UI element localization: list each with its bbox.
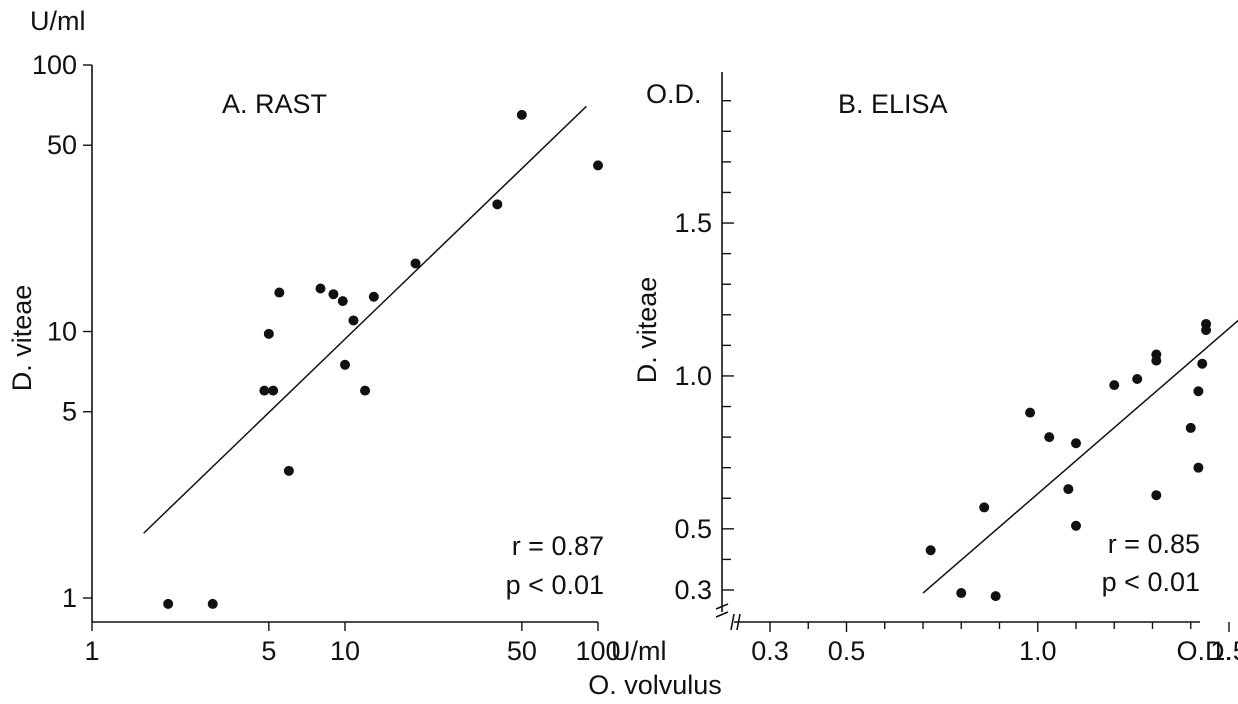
panel-b-data-point — [1201, 325, 1212, 336]
panel-b-points — [925, 318, 1212, 602]
panel-b-data-point — [956, 588, 967, 599]
panel-b-data-point — [1193, 386, 1204, 397]
panel-b-data-point — [979, 502, 990, 513]
panel-a-x-tick-label: 50 — [507, 636, 537, 666]
panel-a-data-point — [328, 289, 339, 300]
panel-b-y-axis-break — [715, 603, 729, 610]
panel-a-data-point — [315, 283, 326, 294]
panel-b-x-axis-break — [730, 613, 735, 631]
panel-a-data-point — [163, 598, 174, 609]
panel-a-x-tick-label: 5 — [261, 636, 276, 666]
panel-b-y-unit: O.D. — [646, 79, 702, 109]
panel-b-data-point — [1185, 422, 1196, 433]
panel-a-data-point — [340, 359, 350, 370]
panel-b-ticks: 0.3 0.5 1.0 1.5 0.3 0.5 1.0 1.5 — [674, 100, 1238, 666]
panel-a-y-tick-label: 100 — [32, 50, 77, 80]
panel-a-points — [163, 109, 603, 609]
panel-b-data-point — [1063, 484, 1074, 495]
panel-a-data-point — [348, 315, 359, 326]
panel-b-title: B. ELISA — [838, 89, 948, 119]
panel-b-data-point — [1044, 432, 1055, 443]
panel-b-x-tick-label: 1.0 — [1019, 636, 1057, 666]
panel-b-data-point — [925, 545, 936, 556]
panel-a-regression-line — [143, 105, 587, 534]
panel-a-data-point — [263, 328, 274, 339]
shared-x-axis-label: O. volvulus — [588, 670, 722, 700]
panel-b-x-tick-label: 0.3 — [751, 636, 789, 666]
panel-a-data-point — [410, 258, 421, 269]
panel-b-y-tick-label: 1.0 — [674, 361, 712, 391]
panel-a-data-point — [274, 287, 285, 298]
panel-a-y-tick-label: 50 — [47, 130, 77, 160]
panel-a-x-tick-label: 100 — [575, 636, 620, 666]
panel-a-y-axis-label: D. viteae — [7, 285, 37, 392]
panel-b-data-point — [1151, 355, 1162, 366]
panel-a-x-unit: U/ml — [611, 636, 667, 666]
panel-b-r-value: r = 0.85 — [1108, 529, 1200, 559]
panel-b-data-point — [1197, 358, 1208, 369]
panel-a-data-point — [259, 385, 270, 396]
panel-b-y-axis-break — [715, 611, 729, 618]
panel-a-y-unit: U/ml — [30, 6, 86, 36]
panel-a-ticks: 1 5 10 50 100 1 5 10 50 100 — [32, 50, 621, 666]
panel-b-x-axis-break — [736, 613, 741, 631]
panel-b-regression-line — [922, 319, 1238, 594]
panel-a-x-tick-label: 10 — [330, 636, 360, 666]
panel-a-y-tick-label: 10 — [47, 317, 77, 347]
panel-a-data-point — [360, 385, 371, 396]
panel-b-y-tick-label: 0.5 — [674, 514, 712, 544]
panel-b-x-unit: O.D. — [1176, 636, 1232, 666]
panel-b-data-point — [1071, 520, 1081, 531]
panel-b-data-point — [1109, 380, 1120, 391]
panel-b-fit — [922, 319, 1238, 594]
panel-a-data-point — [516, 109, 527, 120]
panel-a-x-tick-label: 1 — [84, 636, 99, 666]
panel-b-data-point — [1025, 407, 1036, 418]
panel-a-data-point — [337, 296, 348, 307]
panel-a-y-tick-label: 1 — [62, 583, 77, 613]
panel-a-y-tick-label: 5 — [62, 397, 77, 427]
panel-b-y-tick-label: 0.3 — [674, 575, 712, 605]
panel-a-rast-scatter: U/ml A. RAST D. viteae 1 5 10 50 100 1 5 10 50 10… — [7, 6, 667, 666]
panel-a-data-point — [283, 465, 294, 476]
panel-b-data-point — [1132, 373, 1143, 384]
panel-a-p-value: p < 0.01 — [506, 570, 604, 600]
panel-b-y-tick-label: 1.5 — [674, 208, 712, 238]
panel-a-r-value: r = 0.87 — [512, 531, 604, 561]
panel-b-elisa-scatter: O.D. B. ELISA D. viteae 0.30.51.01.50.3 0… — [632, 72, 1238, 666]
panel-a-title: A. RAST — [222, 89, 327, 119]
panel-b-data-point — [1151, 490, 1162, 501]
panel-a-fit — [143, 105, 587, 534]
panel-b-data-point — [1193, 462, 1204, 473]
panel-b-y-axis-label: D. viteae — [632, 277, 662, 384]
panel-a-data-point — [593, 160, 603, 171]
panel-b-x-tick-label: 1.5 — [1210, 636, 1238, 666]
panel-a-data-point — [268, 385, 279, 396]
panel-b-p-value: p < 0.01 — [1102, 567, 1200, 597]
panel-a-data-point — [492, 199, 503, 210]
panel-a-data-point — [207, 598, 218, 609]
panel-b-data-point — [1071, 438, 1081, 449]
panel-b-x-tick-label: 0.5 — [828, 636, 866, 666]
panel-b-data-point — [990, 591, 1001, 602]
panel-a-data-point — [368, 291, 379, 302]
